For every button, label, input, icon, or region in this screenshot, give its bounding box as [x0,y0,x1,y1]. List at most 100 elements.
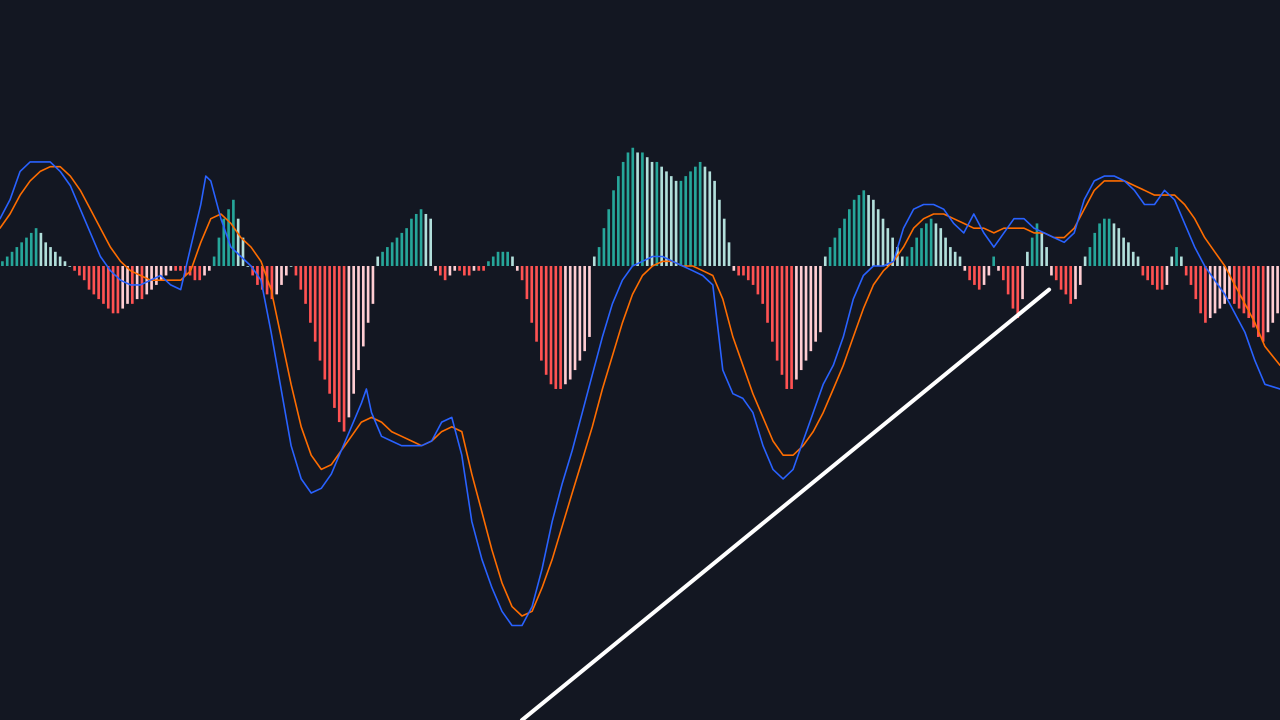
histogram-bar [511,256,514,266]
histogram-bar [236,218,240,266]
histogram-bar [1011,266,1015,309]
histogram-bar [260,266,264,290]
histogram-bar [573,266,577,371]
histogram-bar [1021,266,1024,300]
histogram-bar [1252,266,1255,328]
histogram-bar [299,266,303,290]
histogram-bar [366,266,370,323]
histogram-bar [1103,218,1106,266]
histogram-bar [1184,266,1188,276]
histogram-bar [25,237,28,266]
histogram-bar [501,251,505,266]
histogram-bar [463,266,466,276]
histogram-bar [357,266,360,371]
histogram-bar [82,266,86,281]
histogram-bar [828,247,832,266]
histogram-bar [477,266,481,271]
histogram-bar [328,266,331,394]
histogram-bar [63,261,67,266]
histogram-bar [34,228,38,266]
histogram-bar [419,209,423,266]
histogram-bar [771,266,774,342]
histogram-bar [323,266,327,380]
histogram-bar [737,266,740,276]
histogram-bar [203,266,206,276]
histogram-bar [232,199,235,266]
histogram-bar [1271,266,1275,323]
histogram-bar [395,237,399,266]
histogram-bar [848,209,851,266]
histogram-bar [58,256,62,266]
histogram-bar [1040,232,1044,266]
histogram-bar [833,237,837,266]
lines-layer [0,161,1280,627]
histogram-bar [405,228,408,266]
histogram-bar [679,180,683,266]
histogram-bar [795,266,798,380]
histogram-bar [997,266,1000,271]
histogram-bar [515,266,519,271]
histogram-bar [390,242,394,266]
histogram-bar [780,266,784,375]
histogram-bar [1131,251,1135,266]
histogram-bar [977,266,981,290]
histogram-bar [843,218,846,266]
histogram-bar [982,266,986,285]
histogram-bar [910,247,914,266]
histogram-bar [785,266,789,389]
histogram-bar [111,266,115,314]
histogram-bar [1016,266,1020,319]
histogram-bar [612,190,615,266]
histogram-bar [280,266,283,285]
histogram-bar [713,180,716,266]
histogram-bar [1,261,4,266]
histogram-bar [583,266,586,352]
histogram-bar [602,228,606,266]
histogram-bar [318,266,322,361]
histogram-bar [655,161,659,266]
histogram-bar [496,251,500,266]
histogram-bar [790,266,793,389]
histogram-bar [73,266,76,271]
histogram-bar [746,266,750,281]
histogram-bar [227,209,230,266]
histogram-bar [453,266,457,271]
histogram-bar [410,218,413,266]
histogram-bar [814,266,817,342]
histogram-bar [193,266,197,281]
histogram-bar [179,266,182,271]
histogram-bar [886,228,890,266]
signal-line [0,165,1280,617]
histogram-bar [674,180,678,266]
histogram-bar [424,213,428,266]
histogram-bar [540,266,543,361]
histogram-bar [169,266,173,271]
histogram-bar [660,166,663,266]
histogram-bar [751,266,755,285]
histogram-bar [756,266,760,295]
histogram-bar [987,266,991,276]
histogram-bar [1170,256,1174,266]
histogram-bar [222,218,226,266]
histogram-bar [549,266,553,385]
histogram-bar [1146,266,1149,281]
histogram-bar [867,195,870,266]
histogram-bar [891,237,894,266]
histogram-bar [1127,242,1130,266]
histogram-bar [684,176,688,266]
histogram-bar [1117,228,1121,266]
histogram-bar [915,237,919,266]
histogram-bar [708,171,712,266]
histogram-bar [722,218,726,266]
histogram-bar [1180,256,1183,266]
histogram-bar [650,161,654,266]
histogram-bar [973,266,976,285]
histogram-bar [126,266,129,304]
histogram-bar [592,256,596,266]
histogram-bar [992,256,996,266]
histogram-bar [953,251,957,266]
histogram-bar [1141,266,1145,276]
histogram-bar [487,261,490,266]
histogram-bar [621,161,625,266]
histogram-bar [174,266,177,271]
